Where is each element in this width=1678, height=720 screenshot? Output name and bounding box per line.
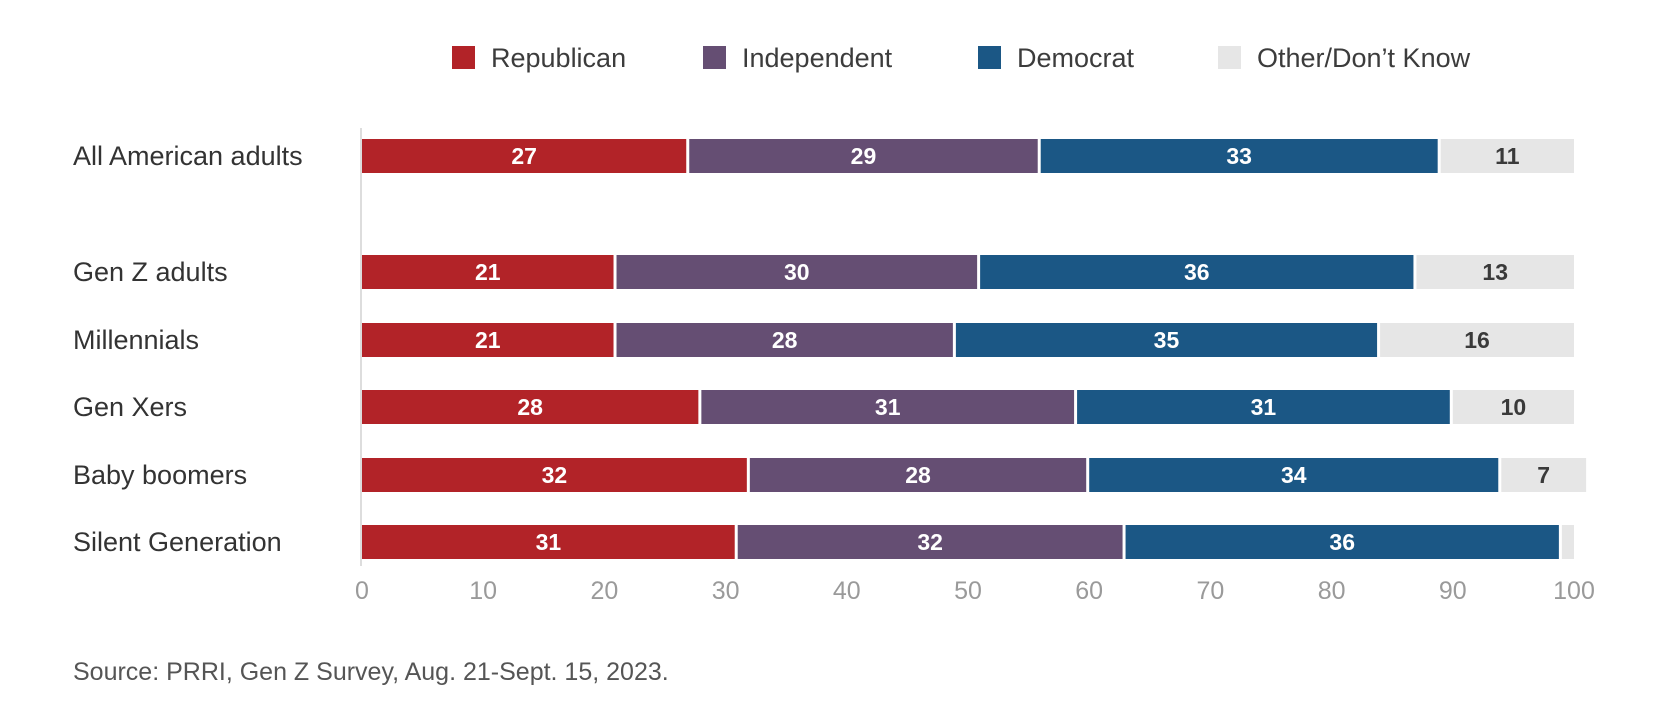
bar-segment <box>1380 323 1574 357</box>
data-label: 33 <box>1226 143 1252 169</box>
category-label: Silent Generation <box>73 527 282 557</box>
bar-segment <box>737 525 1123 559</box>
category-label: Millennials <box>73 325 199 355</box>
x-axis-ticks: 0 10 20 30 40 50 60 70 80 90 100 <box>355 577 1595 605</box>
x-tick-label: 30 <box>712 577 740 605</box>
data-label: 28 <box>772 327 798 353</box>
bar-segment <box>362 323 614 357</box>
bar-segment <box>980 255 1414 289</box>
data-label: 36 <box>1329 529 1355 555</box>
bar-segment <box>616 255 978 289</box>
bar-segment <box>1501 458 1587 492</box>
x-tick-label: 60 <box>1075 577 1103 605</box>
bar-segment <box>1089 458 1499 492</box>
x-tick-label: 90 <box>1439 577 1467 605</box>
legend-label-republican: Republican <box>491 43 626 73</box>
x-tick-label: 10 <box>469 577 497 605</box>
category-label: Gen Z adults <box>73 257 228 287</box>
category-label: Baby boomers <box>73 460 247 490</box>
bar-segment <box>1125 525 1559 559</box>
data-label: 21 <box>475 259 501 285</box>
category-labels: All American adults Gen Z adults Millennia… <box>73 141 303 557</box>
bar-segment <box>362 390 699 424</box>
bar-segment <box>1452 390 1574 424</box>
data-label: 31 <box>875 394 901 420</box>
bar-segment <box>1077 390 1450 424</box>
data-label: 29 <box>851 143 877 169</box>
data-label: 7 <box>1537 462 1550 488</box>
legend-swatch-other-don-t-know <box>1218 46 1241 69</box>
x-tick-label: 20 <box>590 577 618 605</box>
chart-legend: Republican Independent Democrat Other/Don’t… <box>452 43 1471 73</box>
legend-label-other-don-t-know: Other/Don’t Know <box>1257 43 1471 73</box>
data-label: 34 <box>1281 462 1307 488</box>
legend-label-democrat: Democrat <box>1017 43 1135 73</box>
bar-segment <box>616 323 953 357</box>
bar-segment <box>701 390 1075 424</box>
bar-segment <box>362 139 687 173</box>
legend-swatch-independent <box>703 46 726 69</box>
bar-area: 27 29 33 11 21 30 36 13 21 28 35 16 28 31 31 10 32 28 34 7 3… <box>362 139 1587 559</box>
data-label: 35 <box>1154 327 1180 353</box>
category-label: Gen Xers <box>73 392 187 422</box>
data-label: 13 <box>1482 259 1508 285</box>
bar-segment <box>1416 255 1574 289</box>
data-label: 21 <box>475 327 501 353</box>
data-label: 28 <box>905 462 931 488</box>
data-label: 36 <box>1184 259 1210 285</box>
x-tick-label: 50 <box>954 577 982 605</box>
data-label: 11 <box>1495 143 1520 169</box>
category-label: All American adults <box>73 141 303 171</box>
data-label: 28 <box>517 394 543 420</box>
x-tick-label: 80 <box>1318 577 1346 605</box>
bar-segment <box>1440 139 1574 173</box>
data-label: 16 <box>1464 327 1490 353</box>
data-label: 31 <box>536 529 562 555</box>
x-tick-label: 0 <box>355 577 369 605</box>
bar-segment <box>362 525 735 559</box>
legend-swatch-republican <box>452 46 475 69</box>
data-label: 27 <box>511 143 537 169</box>
data-label: 10 <box>1501 394 1527 420</box>
bar-segment <box>689 139 1038 173</box>
legend-swatch-democrat <box>978 46 1001 69</box>
data-label: 32 <box>917 529 943 555</box>
bar-segment <box>955 323 1378 357</box>
data-label: 31 <box>1251 394 1277 420</box>
bar-segment <box>362 458 747 492</box>
x-tick-label: 100 <box>1553 577 1595 605</box>
bar-segment <box>1561 525 1574 559</box>
legend-label-independent: Independent <box>742 43 893 73</box>
data-label: 30 <box>784 259 810 285</box>
data-label: 32 <box>542 462 568 488</box>
source-note: Source: PRRI, Gen Z Survey, Aug. 21-Sept… <box>73 658 669 686</box>
bar-segment <box>749 458 1087 492</box>
x-tick-label: 40 <box>833 577 861 605</box>
bar-segment <box>362 255 614 289</box>
x-tick-label: 70 <box>1196 577 1224 605</box>
bar-segment <box>1040 139 1438 173</box>
